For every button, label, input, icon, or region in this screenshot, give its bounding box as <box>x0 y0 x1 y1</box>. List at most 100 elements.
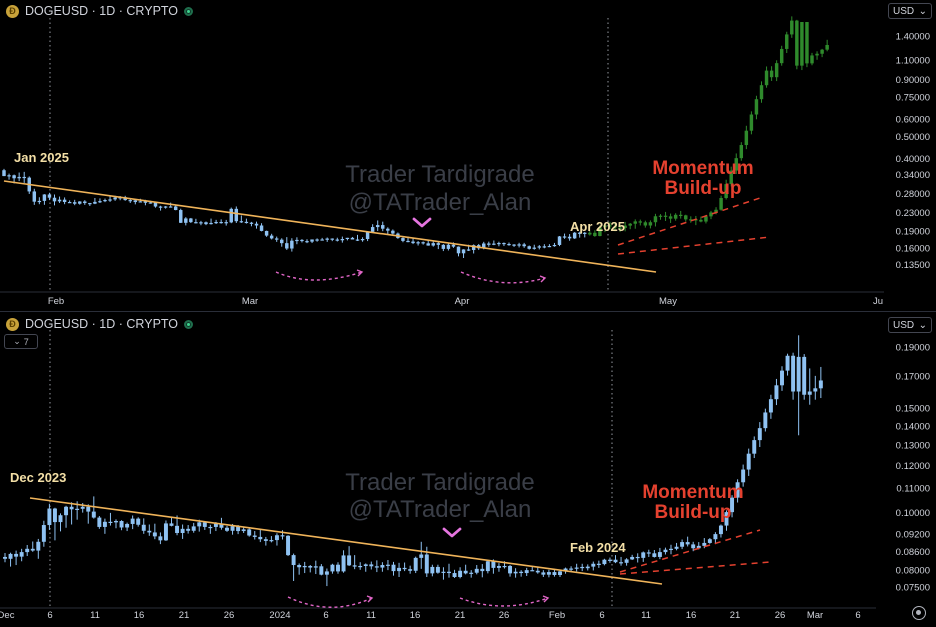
candle-body <box>401 238 405 241</box>
candle-body <box>208 526 213 529</box>
candle-body <box>818 380 823 389</box>
candle-body <box>313 566 318 568</box>
candle-body <box>130 518 135 524</box>
candle-body <box>769 70 774 78</box>
candle-body <box>678 214 683 217</box>
bottom-chart-canvas[interactable]: 0.19000 0.17000 0.15000 0.14000 0.13000 0.120… <box>0 312 936 622</box>
candle-body <box>286 535 291 556</box>
candle-body <box>532 247 536 249</box>
candle-body <box>57 199 62 202</box>
bottom-symbol-header[interactable]: Ð DOGEUSD · 1D · CRYPTO <box>6 315 194 333</box>
candle-body <box>431 243 435 246</box>
candle-body <box>746 453 751 470</box>
momentum-label-line1: Momentum <box>652 158 753 179</box>
y-axis-tick-label: 0.07500 <box>896 582 930 593</box>
candle-body <box>596 563 601 565</box>
top-chart-panel: 1.40000 1.10000 0.90000 0.75000 0.60000 0.500… <box>0 0 936 312</box>
candle-body <box>730 497 735 513</box>
candle-body <box>290 240 294 249</box>
candle-body <box>103 200 107 202</box>
candle-body <box>530 570 535 572</box>
candle-body <box>3 556 7 559</box>
candle-body <box>308 565 313 568</box>
candle-body <box>485 561 490 572</box>
start-date-label: Dec 2023 <box>10 470 66 485</box>
candle-body <box>741 469 746 483</box>
x-axis-tick-label: 11 <box>641 610 651 621</box>
y-axis-tick-label: 0.10000 <box>896 508 930 519</box>
candle-body <box>239 221 244 223</box>
candle-body <box>345 237 350 240</box>
candle-body <box>591 563 596 567</box>
candle-body <box>447 571 451 574</box>
candle-body <box>825 44 829 50</box>
candle-body <box>36 541 41 551</box>
candle-body <box>19 552 24 557</box>
candle-body <box>759 85 764 100</box>
candle-body <box>633 221 637 224</box>
top-symbol-header[interactable]: Ð DOGEUSD · 1D · CRYPTO <box>6 2 194 20</box>
candle-body <box>552 244 557 247</box>
candle-body <box>22 176 26 179</box>
candle-body <box>752 440 757 454</box>
candle-body <box>421 242 425 244</box>
y-axis-tick-label: 0.28000 <box>896 189 930 200</box>
candle-body <box>234 208 239 222</box>
candle-body <box>674 546 679 549</box>
candle-body <box>709 212 713 217</box>
candle-body <box>424 554 429 574</box>
x-axis-tick-label: 11 <box>366 610 376 621</box>
candle-body <box>8 553 13 559</box>
candle-body <box>78 201 82 204</box>
candle-body <box>17 176 21 179</box>
candle-body <box>179 210 183 223</box>
y-axis-tick-label: 0.15000 <box>896 404 930 415</box>
candle-body <box>158 206 163 208</box>
candle-body <box>302 565 307 568</box>
candle-body <box>805 22 809 64</box>
momentum-label-line2: Build-up <box>664 178 741 199</box>
candle-body <box>567 236 572 239</box>
candle-body <box>153 202 158 207</box>
bottom-currency-button[interactable]: USD ⌄ <box>888 317 932 333</box>
candle-body <box>264 230 269 236</box>
candle-body <box>259 225 264 231</box>
candle-body <box>365 231 370 239</box>
momentum-label-line1: Momentum <box>642 482 743 503</box>
candle-body <box>75 508 80 510</box>
x-axis-tick-label: 26 <box>224 610 235 621</box>
x-axis-tick-label: Ju <box>873 296 883 307</box>
candle-body <box>547 245 552 248</box>
candle-body <box>517 244 521 246</box>
candle-body <box>310 239 314 242</box>
candle-body <box>169 523 174 526</box>
candle-body <box>391 230 395 234</box>
arrow-head-icon <box>356 269 364 277</box>
candle-body <box>608 225 612 227</box>
candle-body <box>236 526 241 532</box>
downtrend-line <box>3 180 657 273</box>
candle-body <box>148 202 153 204</box>
candle-body <box>724 512 729 526</box>
rounding-arc <box>275 271 363 281</box>
bottom-symbol-label: DOGEUSD · 1D · CRYPTO <box>25 317 179 331</box>
top-chart-canvas[interactable]: 1.40000 1.10000 0.90000 0.75000 0.60000 0.500… <box>0 0 936 312</box>
candle-body <box>796 356 801 392</box>
y-axis-tick-label: 0.19000 <box>896 227 930 238</box>
rounding-arc <box>460 271 546 284</box>
momentum-label-line2: Build-up <box>654 502 731 523</box>
candle-body <box>619 562 624 564</box>
indicators-toggle-button[interactable]: ⌄ 7 <box>4 334 38 349</box>
candle-body <box>352 565 357 567</box>
candle-body <box>152 532 157 537</box>
candle-body <box>330 564 335 572</box>
candle-body <box>32 191 37 202</box>
candle-body <box>502 242 506 245</box>
chart-settings-icon[interactable] <box>912 606 926 620</box>
chevron-down-icon: ⌄ <box>918 5 927 17</box>
candle-body <box>413 557 418 571</box>
top-currency-button[interactable]: USD ⌄ <box>888 3 932 19</box>
candle-body <box>507 243 511 246</box>
candle-body <box>719 198 723 210</box>
x-axis-tick-label: Apr <box>455 296 470 307</box>
